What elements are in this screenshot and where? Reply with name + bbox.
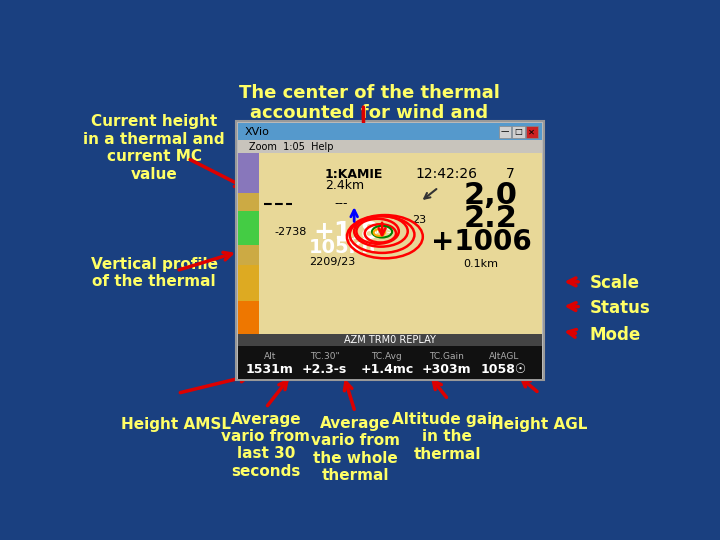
Text: Zoom  1:05  Help: Zoom 1:05 Help xyxy=(249,141,333,152)
Text: Scale: Scale xyxy=(590,274,639,292)
Text: Average
vario from
last 30
seconds: Average vario from last 30 seconds xyxy=(221,411,310,479)
Text: 2209/23: 2209/23 xyxy=(309,258,355,267)
Text: 7: 7 xyxy=(505,167,514,181)
Text: 105kh: 105kh xyxy=(309,238,377,258)
FancyBboxPatch shape xyxy=(238,211,258,225)
Text: 2,0: 2,0 xyxy=(463,181,517,210)
Text: 0.1km: 0.1km xyxy=(464,259,499,269)
Text: Mode: Mode xyxy=(590,326,641,344)
Text: 1058☉: 1058☉ xyxy=(481,363,527,376)
Text: 2.4km: 2.4km xyxy=(325,179,364,192)
Text: 2.2: 2.2 xyxy=(464,205,517,233)
Text: Status: Status xyxy=(590,299,650,317)
Text: Alt: Alt xyxy=(264,352,276,361)
Text: Altitude gain
in the
thermal: Altitude gain in the thermal xyxy=(392,412,503,462)
Text: 1:KAMIE: 1:KAMIE xyxy=(324,168,382,181)
FancyBboxPatch shape xyxy=(238,193,258,211)
FancyBboxPatch shape xyxy=(238,140,542,153)
FancyBboxPatch shape xyxy=(238,245,258,265)
Text: □: □ xyxy=(515,127,523,136)
Text: XVio: XVio xyxy=(245,127,269,137)
Text: —: — xyxy=(501,127,509,136)
FancyBboxPatch shape xyxy=(238,153,542,334)
Text: -2738: -2738 xyxy=(275,227,307,237)
Text: TC.Avg: TC.Avg xyxy=(372,352,402,361)
FancyBboxPatch shape xyxy=(238,123,542,140)
Text: Height AGL: Height AGL xyxy=(491,417,588,432)
Text: +2.3-s: +2.3-s xyxy=(302,363,347,376)
FancyBboxPatch shape xyxy=(499,126,511,138)
FancyBboxPatch shape xyxy=(238,346,542,379)
FancyBboxPatch shape xyxy=(238,153,258,193)
Text: AZM TRM0 REPLAY: AZM TRM0 REPLAY xyxy=(344,335,436,345)
Text: +1006: +1006 xyxy=(431,228,531,256)
Text: +1.8: +1.8 xyxy=(313,220,379,244)
Text: 12:42:26: 12:42:26 xyxy=(415,167,477,181)
Text: +1.4mc: +1.4mc xyxy=(360,363,413,376)
FancyBboxPatch shape xyxy=(238,301,258,334)
Text: Height AMSL: Height AMSL xyxy=(122,417,232,432)
Text: ---: --- xyxy=(335,197,348,210)
Text: ✕: ✕ xyxy=(528,127,536,136)
FancyBboxPatch shape xyxy=(513,126,525,138)
Text: 1531m: 1531m xyxy=(246,363,294,376)
FancyBboxPatch shape xyxy=(238,265,258,301)
Text: AltAGL: AltAGL xyxy=(489,352,519,361)
Text: TC.Gain: TC.Gain xyxy=(428,352,464,361)
FancyBboxPatch shape xyxy=(235,122,544,380)
Text: The center of the thermal
accounted for wind and
height: The center of the thermal accounted for … xyxy=(238,84,500,143)
Text: Current height
in a thermal and
current MC
value: Current height in a thermal and current … xyxy=(84,114,225,181)
Text: Vertical profile
of the thermal: Vertical profile of the thermal xyxy=(91,256,217,289)
Text: m/s: m/s xyxy=(372,225,392,235)
Text: 23: 23 xyxy=(412,215,426,225)
FancyBboxPatch shape xyxy=(526,126,538,138)
Text: TC.30": TC.30" xyxy=(310,352,339,361)
Text: Average
vario from
the whole
thermal: Average vario from the whole thermal xyxy=(310,416,400,483)
Text: +303m: +303m xyxy=(421,363,471,376)
FancyBboxPatch shape xyxy=(238,225,258,245)
FancyBboxPatch shape xyxy=(238,334,542,346)
